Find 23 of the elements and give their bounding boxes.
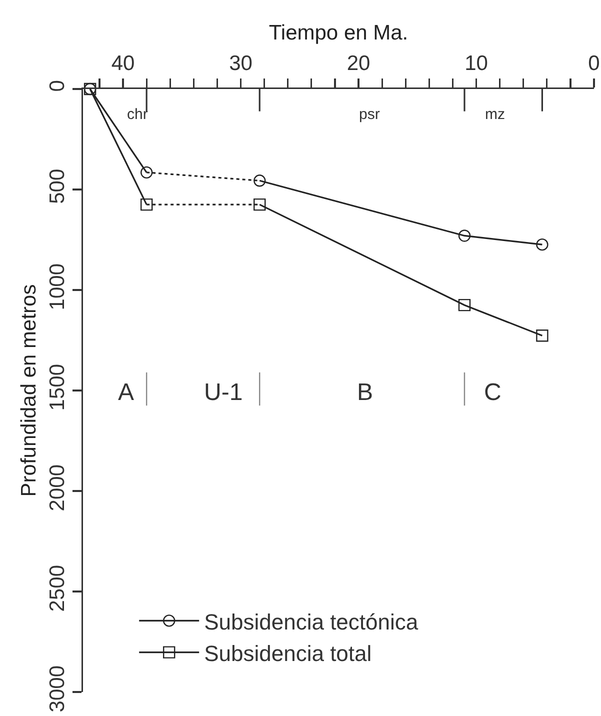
x-axis-title: Tiempo en Ma. — [268, 21, 408, 44]
x-tick-label: 40 — [111, 52, 135, 75]
x-tick-label: 0 — [588, 52, 600, 75]
y-tick-label: 0 — [46, 80, 69, 92]
annotation: mz — [485, 106, 505, 123]
legend-label: Subsidencia tectónica — [204, 609, 419, 634]
y-tick-label: 2000 — [46, 464, 69, 512]
x-tick-label: 20 — [346, 52, 370, 75]
y-tick-label: 1500 — [46, 364, 69, 411]
y-tick-label: 2500 — [46, 564, 69, 612]
y-axis-title: Profundidad en metros — [17, 284, 40, 497]
annotation: chr — [127, 106, 148, 123]
x-tick-label: 10 — [464, 52, 488, 75]
annotation: psr — [359, 106, 380, 123]
annotation: B — [357, 379, 374, 406]
annotation: U-1 — [204, 379, 243, 406]
legend-label: Subsidencia total — [204, 640, 372, 666]
annotation: A — [118, 379, 134, 406]
y-tick-label: 500 — [46, 168, 69, 204]
x-tick-label: 30 — [229, 52, 252, 75]
y-tick-label: 1000 — [46, 263, 69, 310]
annotation: C — [484, 379, 502, 406]
y-tick-label: 3000 — [46, 665, 69, 712]
